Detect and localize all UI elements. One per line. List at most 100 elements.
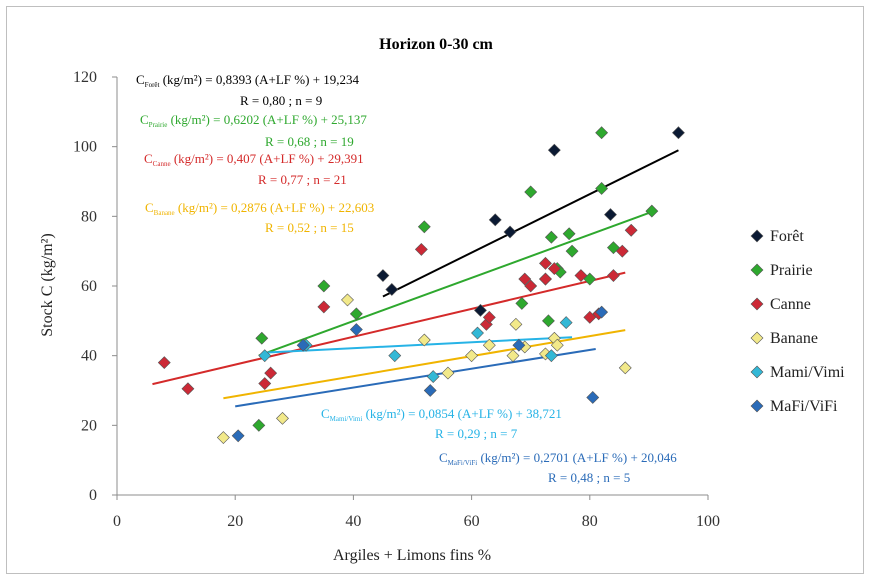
regression-equation: CPrairie (kg/m²) = 0,6202 (A+LF %) + 25,…: [140, 112, 367, 129]
x-tick-label: 0: [113, 513, 121, 530]
data-point: [562, 227, 576, 241]
data-point: [544, 349, 558, 363]
legend-label: Forêt: [770, 228, 804, 245]
regression-equation: CForêt (kg/m²) = 0,8393 (A+LF %) + 19,23…: [136, 72, 360, 89]
y-tick-label: 100: [73, 139, 97, 156]
legend-marker: [750, 263, 764, 277]
legend-marker: [750, 331, 764, 345]
trendline: [152, 271, 626, 386]
legend-marker: [750, 229, 764, 243]
data-point: [181, 382, 195, 396]
data-point: [441, 366, 455, 380]
x-tick-label: 100: [696, 513, 720, 530]
y-tick-label: 80: [81, 208, 97, 225]
x-tick-label: 80: [582, 513, 598, 530]
data-point: [341, 293, 354, 307]
data-point: [317, 300, 331, 314]
data-point: [264, 366, 278, 380]
legend-label: Canne: [770, 296, 811, 313]
data-point: [559, 316, 573, 329]
data-point: [385, 283, 399, 296]
data-point: [547, 143, 561, 157]
regression-statistics: R = 0,77 ; n = 21: [258, 172, 347, 187]
data-point: [607, 269, 620, 282]
data-point: [488, 213, 502, 227]
data-point: [388, 349, 402, 363]
legend-label: Banane: [770, 330, 818, 347]
regression-equation: CBanane (kg/m²) = 0,2876 (A+LF %) + 22,6…: [145, 200, 374, 217]
regression-equation: CMaFi/ViFi (kg/m²) = 0,2701 (A+LF %) + 2…: [439, 450, 677, 467]
data-point: [524, 279, 538, 293]
data-point: [252, 418, 266, 432]
data-point: [349, 323, 363, 336]
legend-marker: [750, 399, 764, 413]
data-point: [426, 370, 440, 383]
trendline: [235, 347, 596, 408]
data-point: [624, 223, 638, 237]
data-point: [258, 349, 272, 363]
x-axis-title: Argiles + Limons fins %: [333, 547, 491, 564]
data-point: [482, 338, 496, 352]
y-tick-label: 40: [81, 348, 97, 365]
regression-equation: CMami/Vimi (kg/m²) = 0,0854 (A+LF %) + 3…: [321, 406, 562, 423]
y-tick-label: 20: [81, 417, 97, 434]
data-point: [482, 310, 496, 324]
regression-statistics: R = 0,68 ; n = 19: [265, 134, 354, 149]
data-point: [542, 314, 555, 328]
data-point: [417, 220, 431, 234]
data-points: [157, 126, 685, 444]
y-tick-label: 120: [73, 69, 97, 86]
data-point: [512, 338, 526, 352]
data-point: [615, 244, 629, 258]
data-point: [474, 303, 487, 317]
data-point: [544, 230, 558, 244]
data-point: [376, 269, 390, 282]
x-tick-label: 40: [345, 513, 361, 530]
data-point: [506, 349, 520, 363]
data-point: [231, 429, 245, 443]
trendline: [382, 149, 679, 298]
regression-equation: CCanne (kg/m²) = 0,407 (A+LF %) + 29,391: [144, 151, 364, 168]
regression-statistics: R = 0,80 ; n = 9: [240, 93, 322, 108]
data-point: [539, 272, 552, 286]
data-point: [595, 305, 609, 319]
data-point: [586, 391, 600, 404]
data-point: [604, 208, 617, 222]
data-point: [574, 269, 588, 282]
data-point: [255, 331, 269, 345]
x-tick-label: 60: [464, 513, 480, 530]
data-point: [414, 243, 428, 256]
data-point: [645, 204, 659, 218]
data-point: [509, 317, 523, 331]
regression-statistics: R = 0,52 ; n = 15: [265, 220, 354, 235]
trendline: [258, 212, 650, 357]
data-point: [471, 326, 484, 340]
data-point: [547, 262, 561, 276]
data-point: [565, 244, 579, 258]
legend-label: Prairie: [770, 262, 813, 279]
data-point: [317, 279, 331, 293]
data-point: [672, 126, 685, 140]
legend-label: MaFi/ViFi: [770, 398, 838, 415]
data-point: [423, 384, 437, 397]
legend-marker: [750, 365, 764, 379]
regression-annotations: CForêt (kg/m²) = 0,8393 (A+LF %) + 19,23…: [136, 72, 677, 485]
data-point: [417, 333, 431, 347]
data-point: [349, 307, 363, 321]
data-point: [539, 256, 552, 270]
axes: 0 20 40 60 80 100 0 20 40 60 80 100 120: [73, 69, 720, 530]
y-axis-title: Stock C (kg/m²): [39, 233, 56, 336]
legend-marker: [750, 297, 764, 311]
legend: Forêt Prairie Canne Banane Mami/Vimi MaFi/ViF…: [750, 228, 845, 415]
data-point: [618, 361, 632, 375]
data-point: [595, 182, 609, 195]
regression-statistics: R = 0,29 ; n = 7: [435, 426, 518, 441]
regression-statistics: R = 0,48 ; n = 5: [548, 470, 630, 485]
data-point: [296, 338, 310, 352]
data-point: [258, 377, 272, 390]
y-tick-label: 0: [89, 487, 97, 504]
y-tick-label: 60: [81, 278, 97, 295]
data-point: [157, 356, 171, 370]
chart-frame: [6, 6, 864, 574]
